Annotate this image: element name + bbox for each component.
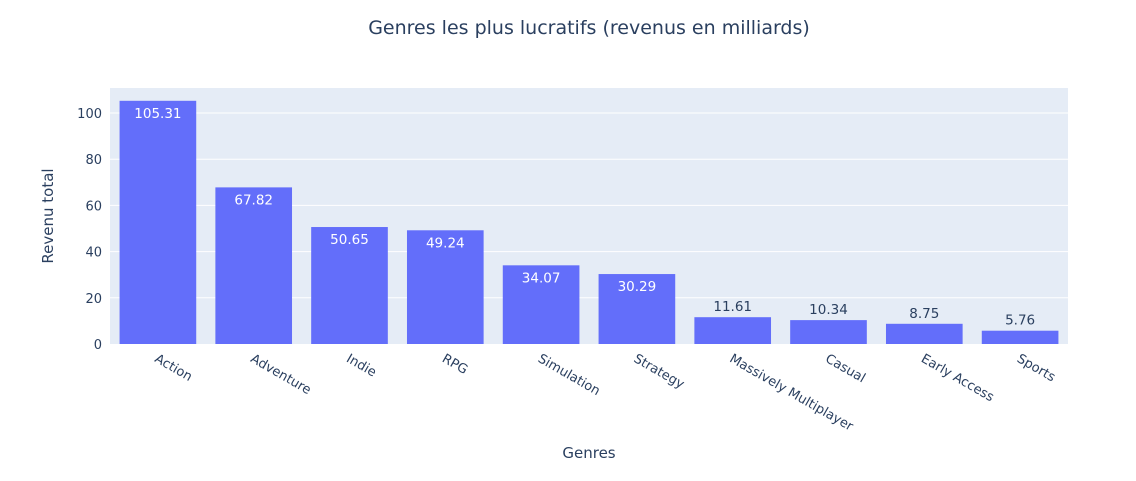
- bar: [598, 274, 676, 344]
- bar: [311, 227, 388, 344]
- y-tick-label: 40: [85, 246, 102, 261]
- data-label: 50.65: [330, 232, 369, 248]
- bar: [502, 265, 580, 344]
- data-label: 49.24: [426, 235, 465, 251]
- bar: [406, 230, 484, 344]
- x-tick-label: Indie: [344, 351, 379, 380]
- data-label: 30.29: [618, 279, 657, 295]
- y-tick-label: 20: [85, 292, 102, 307]
- y-tick-label: 100: [77, 107, 102, 122]
- data-label: 5.76: [1005, 313, 1035, 329]
- data-label: 34.07: [522, 270, 561, 286]
- x-tick-label: Simulation: [535, 351, 602, 399]
- bar: [119, 100, 197, 345]
- bar: [790, 320, 867, 344]
- x-tick-label: Sports: [1014, 351, 1058, 385]
- bars: [119, 100, 1059, 345]
- data-label: 67.82: [234, 192, 273, 208]
- data-labels: 105.31 67.82 50.65 49.24 34.07 30.29 11.61 10.3…: [134, 106, 1035, 329]
- bar: [215, 187, 293, 344]
- x-axis-ticks: Action Adventure Indie RPG Simulation Strateg…: [152, 351, 1058, 434]
- x-tick-label: Adventure: [248, 351, 314, 398]
- y-axis-ticks: 0 20 40 60 80 100: [77, 107, 102, 353]
- x-tick-label: RPG: [439, 351, 470, 377]
- x-tick-label: Casual: [823, 351, 868, 386]
- bar: [885, 323, 963, 344]
- data-label: 10.34: [809, 302, 848, 318]
- x-axis-title: Genres: [562, 444, 615, 462]
- data-label: 105.31: [134, 106, 181, 122]
- data-label: 11.61: [713, 299, 752, 315]
- y-tick-label: 60: [85, 199, 102, 214]
- x-tick-label: Strategy: [631, 351, 687, 392]
- y-axis-title: Revenu total: [39, 168, 57, 263]
- x-tick-label: Early Access: [918, 351, 996, 405]
- y-tick-label: 80: [85, 153, 102, 168]
- data-label: 8.75: [909, 306, 939, 322]
- y-tick-label: 0: [94, 338, 102, 353]
- x-tick-label: Action: [152, 351, 195, 384]
- bar: [694, 317, 772, 344]
- bar: [981, 330, 1059, 344]
- chart-title: Genres les plus lucratifs (revenus en mi…: [368, 17, 810, 39]
